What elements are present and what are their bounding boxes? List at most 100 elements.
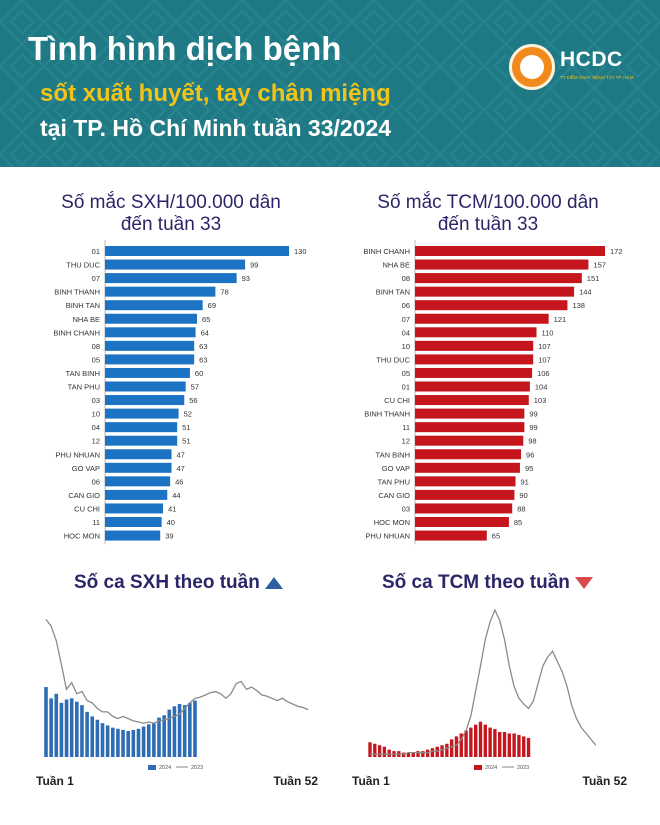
logo-text: HCDC: [560, 48, 623, 71]
sxh-rate-value-label: 60: [195, 369, 203, 378]
sxh-rate-category-label: TAN BINH: [66, 369, 100, 378]
tcm-weekly-bar-2024: [416, 751, 420, 757]
tcm-weekly-bar-2024: [401, 752, 406, 757]
sxh-rate-bar: [105, 354, 195, 365]
tcm-weekly-bar-2024: [526, 737, 531, 757]
tcm-rate-value-label: 65: [492, 532, 500, 541]
title-line-3: tại TP. Hồ Chí Minh tuần 33/2024: [40, 115, 392, 141]
tcm-rate-bar: [415, 246, 605, 256]
tcm-rate-bar: [415, 462, 520, 473]
sxh-weekly-bar-2024: [85, 711, 89, 757]
tcm-rate-value-label: 104: [535, 383, 548, 392]
tcm-weekly-legend-2024: 2024: [485, 765, 497, 771]
sxh-rate-category-label: 08: [92, 342, 100, 351]
sxh-weekly-bar-2024: [146, 724, 151, 757]
tcm-weekly-bar-2024: [406, 752, 411, 757]
tcm-rate-value-label: 107: [538, 342, 551, 351]
sxh-rate-category-label: HOC MON: [64, 532, 100, 541]
sxh-rate-value-label: 65: [202, 315, 210, 324]
sxh-rate-bar: [105, 408, 179, 419]
tcm-weekly-bar-2024: [454, 736, 459, 757]
tcm-rate-chart: BINH CHANH 172 NHA BE 157 08 151 BINH TAN 144 06…: [363, 240, 623, 545]
sxh-rate-value-label: 40: [167, 518, 175, 527]
sxh-rate-value-label: 69: [208, 301, 216, 310]
tcm-rate-category-label: CU CHI: [384, 396, 410, 405]
sxh-rate-category-label: 03: [92, 396, 100, 405]
sxh-rate-category-label: 07: [92, 274, 100, 283]
sxh-weekly-bar-2024: [110, 727, 115, 757]
tcm-weekly-title-text: Số ca TCM theo tuần: [382, 572, 570, 593]
sxh-rate-value-label: 56: [189, 396, 197, 405]
tcm-rate-value-label: 172: [610, 247, 623, 256]
sxh-rate-value-label: 39: [165, 532, 173, 541]
tcm-rate-value-label: 121: [554, 315, 567, 324]
tcm-rate-bar: [415, 381, 530, 392]
sxh-rate-category-label: BINH CHANH: [53, 328, 100, 337]
tcm-rate-category-label: BINH CHANH: [363, 247, 410, 256]
sxh-rate-category-label: 06: [92, 477, 100, 486]
sxh-rate-bar: [105, 286, 216, 297]
sxh-weekly-bar-2024: [182, 705, 187, 757]
tcm-rate-title-line2: đến tuần 33: [437, 214, 539, 235]
sxh-rate-title-line2: đến tuần 33: [120, 214, 222, 235]
tcm-rate-value-label: 107: [538, 355, 551, 364]
tcm-rate-category-label: 06: [402, 301, 410, 310]
sxh-weekly-bar-2024: [105, 725, 110, 757]
tcm-rate-title-line1: Số mắc TCM/100.000 dân: [377, 192, 599, 213]
sxh-rate-category-label: CU CHI: [74, 504, 100, 513]
tcm-rate-category-label: TAN BINH: [376, 450, 410, 459]
sxh-weekly-legend-2024: 2024: [159, 765, 171, 771]
tcm-weekly-bar-2024: [474, 724, 478, 757]
tcm-rate-category-label: 01: [402, 383, 410, 392]
logo-emblem-icon: [509, 44, 555, 90]
tcm-rate-category-label: 07: [402, 315, 410, 324]
tcm-weekly-chart: 2024 2023 Tuần 1 Tuần 52: [352, 608, 627, 788]
tcm-weekly-bar-2024: [377, 745, 382, 757]
sxh-weekly-chart: 2024 2023 Tuần 1 Tuần 52: [36, 619, 318, 788]
sxh-weekly-bar-2024: [136, 728, 141, 757]
sxh-rate-value-label: 47: [177, 464, 185, 473]
tcm-rate-category-label: 03: [402, 504, 410, 513]
tcm-weekly-bar-2024: [459, 733, 463, 757]
sxh-rate-bar: [105, 327, 196, 338]
sxh-rate-value-label: 44: [172, 491, 180, 500]
tcm-rate-value-label: 91: [521, 477, 529, 486]
sxh-rate-bar: [105, 462, 172, 473]
sxh-rate-value-label: 51: [182, 437, 190, 446]
tcm-rate-bar: [415, 286, 575, 297]
sxh-weekly-bar-2024: [64, 699, 69, 757]
sxh-rate-bar: [105, 313, 197, 324]
tcm-rate-category-label: 12: [402, 437, 410, 446]
sxh-rate-category-label: BINH TAN: [66, 301, 100, 310]
sxh-rate-value-label: 78: [220, 288, 228, 297]
tcm-weekly-bar-2024: [421, 751, 425, 757]
sxh-rate-bar: [105, 489, 168, 500]
sxh-weekly-bar-2024: [90, 716, 95, 757]
tcm-rate-bar: [415, 422, 525, 433]
sxh-weekly-line-2023: [45, 619, 309, 724]
sxh-weekly-bar-2024: [162, 715, 166, 757]
sxh-rate-bar: [105, 300, 203, 311]
tcm-rate-bar: [415, 327, 537, 338]
tcm-rate-category-label: THU DUC: [376, 355, 410, 364]
sxh-rate-chart: 01 130 THU DUC 99 07 93 BINH THANH 78 BINH TAN 69…: [53, 240, 307, 545]
sxh-rate-category-label: 04: [92, 423, 100, 432]
sxh-rate-value-label: 51: [182, 423, 190, 432]
tcm-rate-value-label: 103: [534, 396, 547, 405]
tcm-rate-value-label: 99: [529, 423, 537, 432]
sxh-rate-bar: [105, 517, 162, 527]
tcm-rate-category-label: CAN GIO: [378, 491, 410, 500]
sxh-rate-category-label: 10: [92, 410, 100, 419]
sxh-weekly-bar-2024: [188, 702, 192, 757]
trend-up-icon: [265, 577, 283, 589]
sxh-weekly-bar-2024: [167, 709, 172, 757]
tcm-rate-category-label: 05: [402, 369, 410, 378]
tcm-rate-bar: [415, 340, 534, 351]
tcm-weekly-bar-2024: [493, 729, 497, 757]
sxh-rate-bar: [105, 381, 186, 392]
tcm-weekly-bar-2024: [373, 743, 377, 757]
title-line-1: Tình hình dịch bệnh: [28, 30, 342, 67]
tcm-weekly-legend-2023: 2023: [517, 765, 529, 771]
sxh-rate-category-label: NHA BE: [72, 315, 100, 324]
sxh-rate-bar: [105, 422, 178, 433]
